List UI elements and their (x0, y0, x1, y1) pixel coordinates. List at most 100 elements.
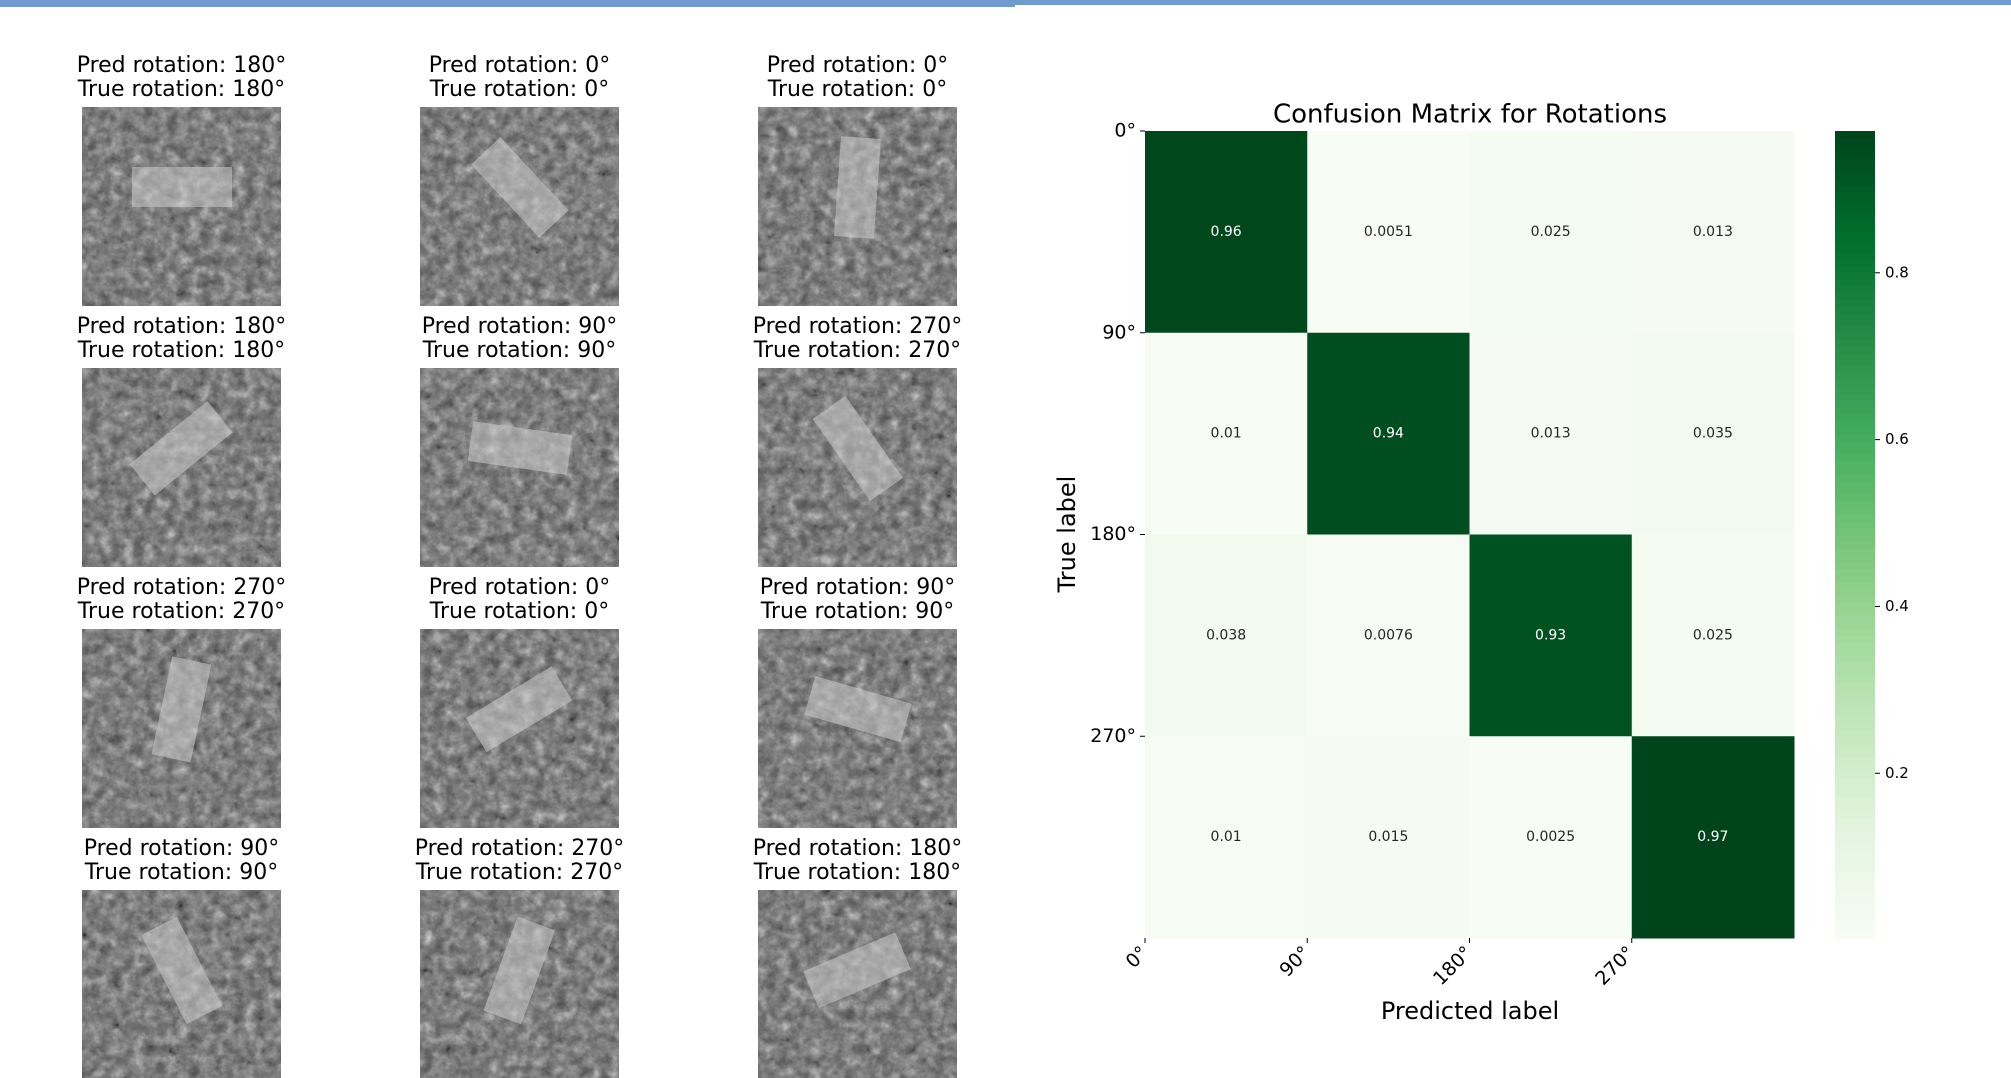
true-caption: True rotation: 270° (415, 860, 623, 885)
colorbar-segment (1835, 703, 1875, 710)
colorbar-segment (1835, 676, 1875, 683)
pred-caption: Pred rotation: 180° (753, 836, 963, 861)
sonar-image (420, 629, 619, 828)
colorbar-segment (1835, 481, 1875, 488)
colorbar-segment (1835, 245, 1875, 252)
colorbar-segment (1835, 501, 1875, 508)
y-tick-label: 0° (1114, 120, 1136, 142)
x-tick-label: 0° (1122, 942, 1153, 973)
colorbar-segment (1835, 440, 1875, 447)
sonar-image (758, 890, 957, 1078)
true-caption: True rotation: 90° (760, 599, 954, 624)
colorbar-segment (1835, 373, 1875, 380)
cell-label: 0.038 (1206, 627, 1246, 643)
colorbar-segment (1835, 366, 1875, 373)
colorbar-segment (1835, 669, 1875, 676)
colorbar-segment (1835, 400, 1875, 407)
colorbar-segment (1835, 205, 1875, 212)
colorbar-segment (1835, 824, 1875, 831)
sonar-image (758, 629, 957, 828)
colorbar-segment (1835, 144, 1875, 151)
colorbar-segment (1835, 830, 1875, 837)
colorbar-segment (1835, 360, 1875, 367)
sonar-image (420, 890, 619, 1078)
colorbar-segment (1835, 723, 1875, 730)
cell-label: 0.0025 (1526, 829, 1575, 845)
colorbar-segment (1835, 561, 1875, 568)
colorbar-segment (1835, 259, 1875, 266)
x-axis-label: Predicted label (1381, 997, 1559, 1025)
colorbar-segment (1835, 851, 1875, 858)
colorbar-segment (1835, 266, 1875, 273)
colorbar-segment (1835, 326, 1875, 333)
cell-label: 0.01 (1211, 829, 1242, 845)
colorbar-segment (1835, 837, 1875, 844)
cell-label: 0.013 (1531, 426, 1571, 442)
colorbar-segment (1835, 292, 1875, 299)
colorbar-segment (1835, 239, 1875, 246)
colorbar-segment (1835, 925, 1875, 932)
sonar-image (82, 890, 281, 1078)
colorbar-segment (1835, 158, 1875, 165)
colorbar-segment (1835, 763, 1875, 770)
sonar-image (420, 368, 619, 567)
cell-label: 0.035 (1693, 426, 1733, 442)
colorbar-segment (1835, 494, 1875, 501)
colorbar-segment (1835, 380, 1875, 387)
true-caption: True rotation: 90° (84, 860, 278, 885)
colorbar-segment (1835, 891, 1875, 898)
x-tick-label: 180° (1429, 942, 1477, 990)
colorbar-segment (1835, 608, 1875, 615)
colorbar-segment (1835, 756, 1875, 763)
colorbar-segment (1835, 635, 1875, 642)
colorbar-segment (1835, 339, 1875, 346)
true-caption: True rotation: 0° (429, 599, 609, 624)
page: Pred rotation: 180°True rotation: 180°Pr… (0, 0, 2011, 1078)
pred-caption: Pred rotation: 180° (77, 314, 287, 339)
colorbar-segment (1835, 461, 1875, 468)
colorbar-segment (1835, 346, 1875, 353)
colorbar-segment (1835, 904, 1875, 911)
colorbar-segment (1835, 730, 1875, 737)
true-caption: True rotation: 180° (753, 860, 961, 885)
figure: Pred rotation: 180°True rotation: 180°Pr… (0, 0, 2011, 1078)
colorbar-segment (1835, 555, 1875, 562)
colorbar-segment (1835, 420, 1875, 427)
colorbar-segment (1835, 313, 1875, 320)
cell-label: 0.96 (1211, 224, 1242, 240)
colorbar-tick-label: 0.8 (1885, 263, 1909, 281)
colorbar-segment (1835, 198, 1875, 205)
colorbar-segment (1835, 716, 1875, 723)
true-caption: True rotation: 180° (77, 77, 285, 102)
colorbar-segment (1835, 427, 1875, 434)
image-grid: Pred rotation: 180°True rotation: 180°Pr… (77, 53, 963, 1078)
pred-caption: Pred rotation: 0° (767, 53, 949, 78)
colorbar-segment (1835, 434, 1875, 441)
colorbar-segment (1835, 131, 1875, 138)
colorbar-segment (1835, 857, 1875, 864)
colorbar-segment (1835, 192, 1875, 199)
colorbar-segment (1835, 535, 1875, 542)
cell-label: 0.93 (1535, 627, 1566, 643)
true-caption: True rotation: 90° (422, 338, 616, 363)
colorbar-segment (1835, 588, 1875, 595)
x-tick-label: 270° (1591, 942, 1639, 990)
cell-label: 0.97 (1697, 829, 1728, 845)
colorbar-segment (1835, 393, 1875, 400)
colorbar-segment (1835, 212, 1875, 219)
pred-caption: Pred rotation: 270° (415, 836, 625, 861)
colorbar-segment (1835, 185, 1875, 192)
colorbar-segment (1835, 528, 1875, 535)
colorbar-segment (1835, 171, 1875, 178)
colorbar-segment (1835, 696, 1875, 703)
colorbar-segment (1835, 629, 1875, 636)
colorbar-segment (1835, 864, 1875, 871)
y-tick-label: 90° (1102, 321, 1136, 343)
colorbar-segment (1835, 931, 1875, 938)
y-axis-label: True label (1053, 476, 1081, 594)
top-bar (0, 0, 1015, 7)
colorbar-segment (1835, 595, 1875, 602)
pred-caption: Pred rotation: 90° (84, 836, 280, 861)
pred-caption: Pred rotation: 90° (760, 575, 956, 600)
colorbar-segment (1835, 750, 1875, 757)
